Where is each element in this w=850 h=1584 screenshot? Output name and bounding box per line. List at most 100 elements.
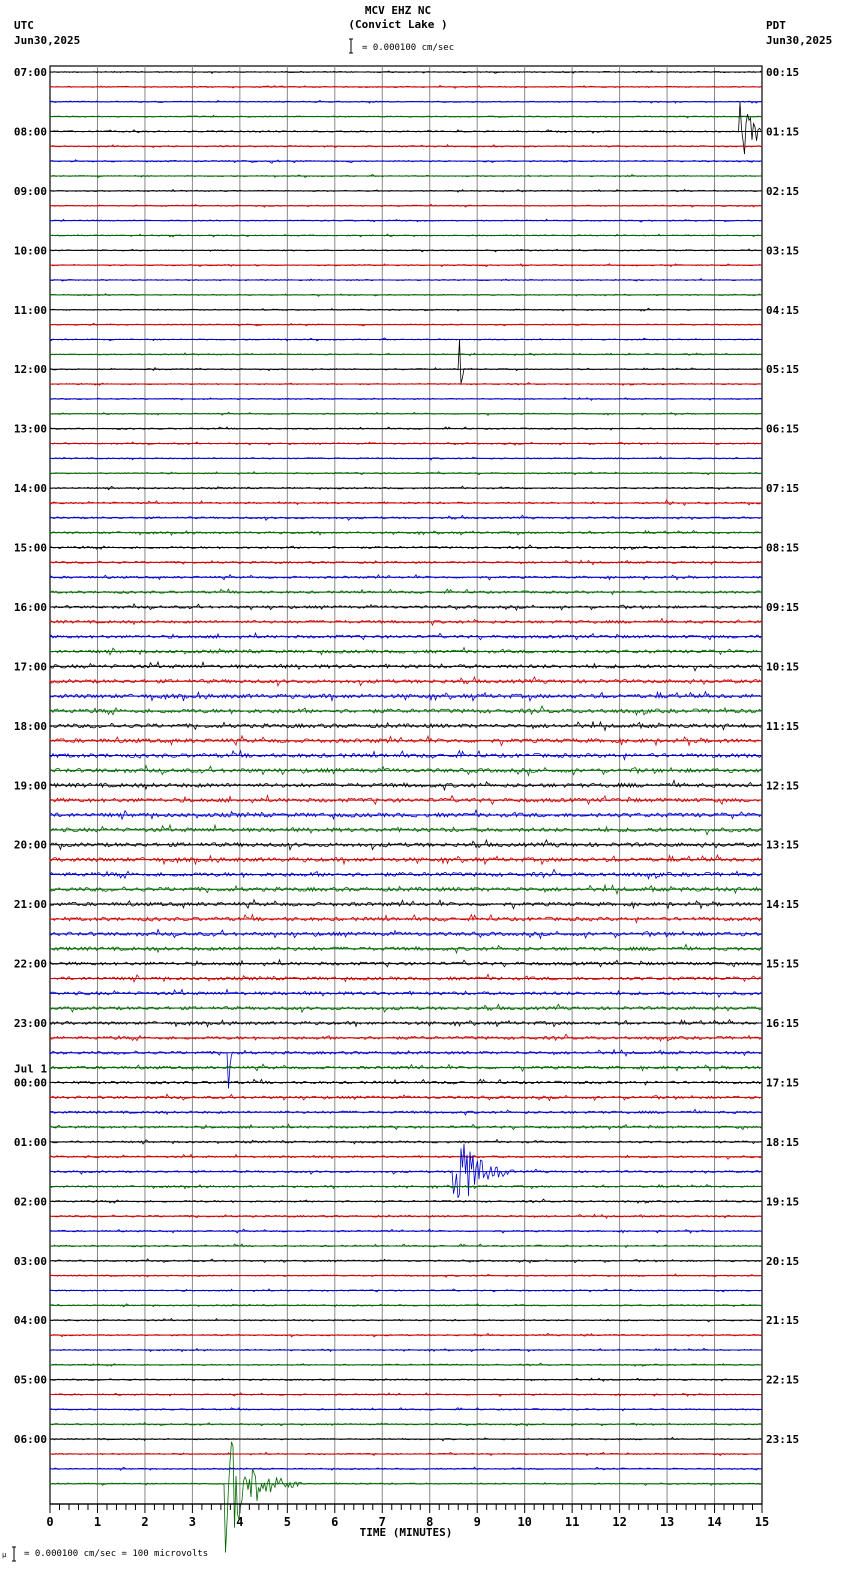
trace-line (49, 958, 762, 968)
trace-line (49, 720, 762, 732)
right-timezone-label: PDT (766, 19, 786, 32)
pdt-hour-label: 13:15 (766, 839, 799, 852)
x-tick-label: 3 (189, 1515, 196, 1529)
trace-line (49, 456, 762, 461)
footer-scale-label: = 0.000100 cm/sec = 100 microvolts (24, 1549, 209, 1559)
trace-line (49, 1003, 762, 1014)
utc-hour-label: 22:00 (14, 958, 47, 971)
trace-line (49, 631, 762, 641)
utc-hour-label: 13:00 (14, 423, 47, 436)
footer-mu-symbol: μ (2, 1551, 7, 1559)
trace-line (49, 337, 762, 342)
trace-line (49, 1347, 762, 1353)
trace-line (49, 617, 762, 627)
pdt-hour-label: 01:15 (766, 125, 799, 138)
trace-line (49, 233, 762, 238)
trace-line (49, 1258, 762, 1264)
trace-line (49, 973, 762, 983)
trace-line (49, 646, 762, 656)
utc-hour-label: 03:00 (14, 1255, 47, 1268)
utc-hour-label: 04:00 (14, 1314, 47, 1327)
x-tick-label: 14 (707, 1515, 721, 1529)
trace-line (49, 868, 762, 880)
day-change-label: Jul 1 (14, 1062, 47, 1075)
x-tick-label: 8 (426, 1515, 433, 1529)
pdt-hour-label: 09:15 (766, 601, 799, 614)
right-date-label: Jun30,2025 (766, 34, 833, 47)
x-tick-label: 7 (379, 1515, 386, 1529)
utc-hour-label: 14:00 (14, 482, 47, 495)
pdt-hour-label: 10:15 (766, 660, 799, 673)
trace-line (49, 441, 762, 446)
trace-line (49, 1183, 762, 1190)
x-tick-label: 1 (94, 1515, 101, 1529)
x-tick-label: 0 (46, 1515, 53, 1529)
trace-line (49, 1392, 762, 1397)
trace-line (49, 838, 762, 851)
trace-line (49, 675, 762, 687)
pdt-hour-label: 14:15 (766, 898, 799, 911)
trace-line (49, 1317, 762, 1323)
trace-line (49, 749, 762, 761)
pdt-hour-label: 02:15 (766, 185, 799, 198)
trace-line (49, 396, 762, 401)
trace-line (49, 1018, 762, 1028)
trace-line (49, 1198, 762, 1204)
trace-line (49, 660, 762, 672)
trace-line (49, 248, 762, 253)
trace-line (49, 544, 762, 551)
trace-line (49, 559, 762, 566)
pdt-hour-label: 11:15 (766, 720, 799, 733)
pdt-hour-label: 21:15 (766, 1314, 799, 1327)
trace-line (49, 588, 762, 596)
utc-hour-label: 07:00 (14, 66, 47, 79)
pdt-hour-label: 12:15 (766, 779, 799, 792)
trace-line (49, 411, 761, 416)
seismic-traces (49, 70, 762, 1553)
pdt-hour-label: 16:15 (766, 1017, 799, 1030)
utc-hour-label: 12:00 (14, 363, 47, 376)
trace-line (49, 1153, 761, 1160)
trace-line (49, 1362, 762, 1367)
x-tick-label: 4 (236, 1515, 243, 1529)
trace-line (49, 1093, 762, 1102)
trace-line (49, 114, 762, 119)
trace-line (49, 307, 762, 312)
utc-hour-label: 21:00 (14, 898, 47, 911)
trace-line (49, 1048, 762, 1089)
station-title: MCV EHZ NC (364, 4, 432, 17)
trace-line (49, 1108, 762, 1116)
trace-line (49, 1063, 762, 1073)
trace-line (49, 883, 762, 896)
trace-line (49, 1078, 762, 1086)
utc-hour-label: 05:00 (14, 1374, 47, 1387)
left-date-label: Jun30,2025 (14, 34, 81, 47)
pdt-hour-label: 04:15 (766, 304, 799, 317)
pdt-hour-label: 08:15 (766, 542, 799, 555)
trace-line (49, 808, 762, 821)
trace-line (49, 1441, 762, 1553)
trace-line (49, 1451, 762, 1456)
x-axis-title: TIME (MINUTES) (360, 1526, 453, 1539)
pdt-hour-label: 07:15 (766, 482, 799, 495)
utc-hour-label: 16:00 (14, 601, 47, 614)
trace-line (49, 1303, 762, 1308)
utc-hour-label: 20:00 (14, 839, 47, 852)
trace-line (49, 823, 762, 836)
utc-hour-label: 10:00 (14, 244, 47, 257)
trace-line (49, 1243, 762, 1249)
trace-line (49, 1377, 762, 1382)
trace-line (49, 779, 762, 792)
trace-line (49, 1138, 762, 1145)
trace-line (49, 470, 762, 476)
trace-line (49, 1273, 762, 1278)
utc-hour-label: 08:00 (14, 125, 47, 138)
trace-line (49, 322, 762, 327)
trace-line (49, 1332, 762, 1338)
x-tick-label: 11 (565, 1515, 579, 1529)
trace-line (49, 988, 762, 999)
utc-hour-label: 06:00 (14, 1433, 47, 1446)
x-tick-label: 9 (474, 1515, 481, 1529)
trace-line (49, 174, 762, 178)
